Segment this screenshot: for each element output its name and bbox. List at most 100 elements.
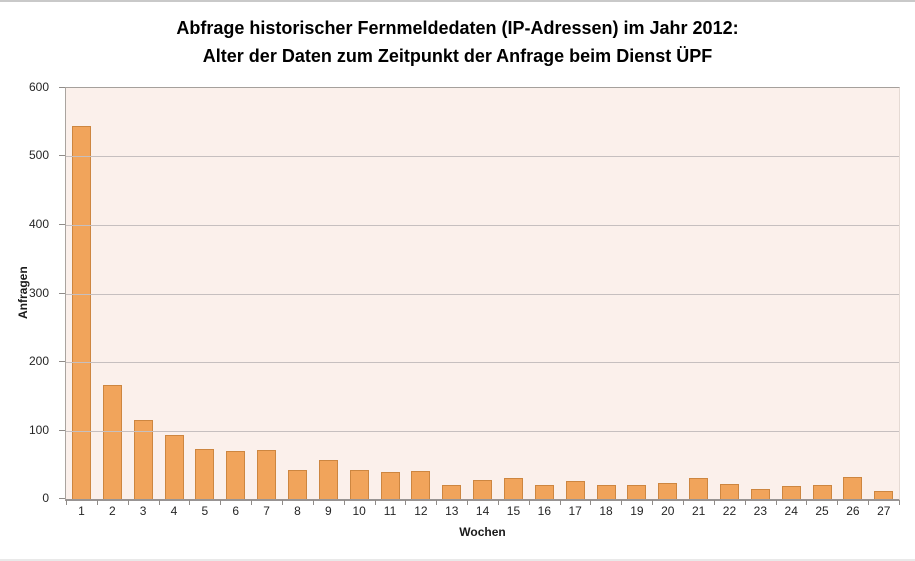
bar-week-20 <box>658 483 678 499</box>
bar-week-26 <box>843 477 863 499</box>
y-axis-labels: 0 100 200 300 400 500 600 <box>0 80 57 505</box>
x-tick-label: 5 <box>201 504 209 518</box>
y-axis-ticks <box>59 87 65 499</box>
bar-week-24 <box>781 486 801 499</box>
x-tick-label: 13 <box>445 504 459 518</box>
bar-slot <box>868 88 899 499</box>
bar-slot <box>467 88 498 499</box>
x-tick-label: 4 <box>170 504 178 518</box>
x-tick-mark <box>713 500 715 505</box>
bar-slot <box>159 88 190 499</box>
y-tick-label: 500 <box>28 148 49 163</box>
x-tick-mark <box>806 500 808 505</box>
bar-slot <box>837 88 868 499</box>
x-tick-label: 14 <box>475 504 490 518</box>
x-tick-mark <box>405 500 407 505</box>
y-tick-label: 0 <box>42 491 49 505</box>
bar-week-9 <box>318 459 338 499</box>
y-tick-label: 100 <box>28 422 49 437</box>
x-tick-mark <box>590 500 592 505</box>
bar-week-5 <box>195 449 215 499</box>
bar-slot <box>375 88 406 499</box>
y-tick-label: 200 <box>28 353 49 368</box>
bar-slot <box>251 88 282 499</box>
bar-slot <box>683 88 714 499</box>
x-axis-ticks <box>66 500 900 505</box>
x-tick-mark <box>837 500 839 505</box>
y-tick-mark <box>59 429 65 431</box>
bar-week-4 <box>164 434 184 499</box>
x-tick-mark <box>868 500 870 505</box>
bar-week-23 <box>750 489 770 499</box>
bar-week-18 <box>596 485 616 499</box>
x-tick-label: 1 <box>78 504 85 518</box>
bar-week-22 <box>719 483 739 499</box>
x-tick-mark <box>374 500 376 505</box>
gridline <box>66 224 899 226</box>
bar-week-6 <box>226 451 246 499</box>
x-tick-label: 11 <box>383 504 397 518</box>
bar-week-3 <box>133 419 153 499</box>
x-tick-mark <box>621 500 623 505</box>
x-tick-mark <box>775 500 777 505</box>
x-tick-mark <box>683 500 685 505</box>
y-tick-mark <box>59 223 65 225</box>
x-tick-mark <box>528 500 530 505</box>
bar-slot <box>405 88 436 499</box>
bar-slot <box>66 88 97 499</box>
bars <box>66 88 899 499</box>
chart-title: Abfrage historischer Fernmeldedaten (IP-… <box>0 14 915 70</box>
bar-week-19 <box>627 484 647 499</box>
bar-week-25 <box>812 484 832 499</box>
x-tick-label: 26 <box>846 504 860 518</box>
bar-week-27 <box>874 490 894 499</box>
y-tick-mark <box>59 292 65 294</box>
bar-slot <box>560 88 591 499</box>
x-tick-mark <box>66 500 67 505</box>
x-tick-label: 10 <box>352 504 366 518</box>
x-axis-labels: 1 2 3 4 5 6 7 8 9 10 11 12 13 14 15 16 17 18 19 20 21 22 23 24 2… <box>66 504 899 518</box>
y-tick-mark <box>59 87 65 88</box>
x-tick-mark <box>96 500 98 505</box>
x-tick-mark <box>220 500 222 505</box>
x-tick-label: 17 <box>568 504 582 518</box>
x-tick-mark <box>312 500 314 505</box>
plot-area <box>65 87 900 501</box>
x-tick-mark <box>744 500 746 505</box>
bar-slot <box>436 88 467 499</box>
x-tick-label: 6 <box>232 504 240 518</box>
bar-slot <box>128 88 159 499</box>
x-tick-mark <box>158 500 160 505</box>
x-tick-label: 18 <box>599 504 613 518</box>
bar-slot <box>189 88 220 499</box>
x-tick-label: 21 <box>691 504 706 518</box>
bar-slot <box>97 88 128 499</box>
bar-slot <box>714 88 745 499</box>
bar-week-12 <box>411 470 431 499</box>
x-tick-label: 3 <box>139 504 147 518</box>
x-tick-mark <box>189 500 191 505</box>
bar-slot <box>652 88 683 499</box>
x-tick-label: 27 <box>877 504 891 518</box>
x-tick-mark <box>436 500 438 505</box>
x-tick-mark <box>467 500 469 505</box>
gridline <box>66 361 899 363</box>
bar-slot <box>220 88 251 499</box>
chart-title-line-2: Alter der Daten zum Zeitpunkt der Anfrag… <box>202 46 713 66</box>
gridline <box>66 293 899 295</box>
y-tick-label: 600 <box>28 80 49 94</box>
bar-slot <box>807 88 838 499</box>
x-tick-mark <box>343 500 345 505</box>
bar-slot <box>313 88 344 499</box>
bar-week-13 <box>442 485 462 499</box>
x-tick-label: 9 <box>324 504 332 518</box>
x-tick-label: 19 <box>630 504 644 518</box>
gridline <box>66 430 899 432</box>
bar-slot <box>282 88 313 499</box>
x-tick-mark <box>497 500 499 505</box>
x-tick-mark <box>559 500 561 505</box>
y-tick-label: 300 <box>28 285 49 300</box>
y-tick-label: 400 <box>28 216 49 231</box>
x-tick-label: 24 <box>784 504 798 518</box>
